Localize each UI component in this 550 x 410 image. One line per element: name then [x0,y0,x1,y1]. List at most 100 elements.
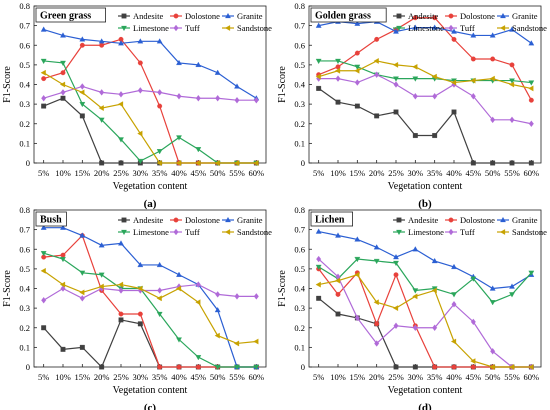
data-point-tuff [79,295,85,302]
legend-label: Sandstone [512,227,547,237]
y-tick-label: 0.1 [294,138,305,148]
series-line-sandstone [318,274,532,368]
data-point-sandstone [156,160,162,166]
data-point-granite [98,38,105,44]
data-point-dolostone [79,42,85,48]
y-tick-label: 0.4 [19,284,30,294]
y-tick-label: 0.4 [294,80,305,90]
data-point-andesite [393,109,399,115]
data-point-sandstone [40,267,46,274]
data-point-sandstone [40,69,46,76]
data-point-limestone [60,60,66,66]
legend-marker [224,25,231,31]
legend-label: Tuff [460,227,475,237]
x-tick-label: 10% [55,372,71,382]
x-tick-label: 20% [94,168,110,178]
x-tick-label: 30% [408,372,424,382]
data-point-granite [137,38,144,44]
x-tick-label: 30% [408,168,424,178]
legend-label: Andesite [408,11,438,21]
data-point-limestone [40,58,47,65]
legend-label: Granite [512,215,538,225]
legend-marker [396,229,402,236]
data-point-dolostone [451,364,457,370]
x-tick-label: 50% [210,168,226,178]
panel-tag: Lichen [315,215,345,226]
data-point-granite [489,285,496,291]
data-point-dolostone [335,291,341,297]
data-point-sandstone [253,160,259,166]
data-point-limestone [393,76,399,82]
data-point-dolostone [137,311,143,317]
data-point-limestone [195,147,202,153]
data-point-sandstone [117,281,124,288]
y-tick-label: 0 [301,362,305,372]
data-point-sandstone [59,281,66,288]
data-point-granite [509,283,515,289]
data-point-sandstone [431,287,437,294]
data-point-granite [156,261,163,268]
x-tick-label: 25% [388,168,404,178]
y-tick-label: 0.2 [294,119,305,129]
data-point-dolostone [528,97,534,103]
data-point-andesite [470,160,476,166]
x-tick-label: 10% [55,168,71,178]
y-tick-label: 0 [26,362,30,372]
data-point-dolostone [490,56,496,62]
legend-marker [121,217,127,223]
data-point-andesite [316,295,322,301]
x-tick-label: 40% [171,168,187,178]
series-line-granite [43,28,257,99]
y-tick-label: 0 [301,158,305,168]
y-tick-label: 0.5 [19,264,30,274]
data-point-granite [195,61,202,67]
data-point-sandstone [508,81,515,88]
x-tick-label: 25% [113,168,129,178]
legend-marker [173,228,179,236]
legend-marker [500,216,506,223]
data-point-tuff [335,75,341,82]
series-line-tuff [43,85,257,101]
y-tick-label: 0.1 [19,138,30,148]
data-point-granite [176,59,182,66]
data-point-granite [431,257,438,264]
data-point-sandstone [98,283,104,290]
data-point-sandstone [470,358,476,365]
data-point-sandstone [59,81,66,88]
data-point-dolostone [412,15,418,21]
data-point-limestone [156,311,163,318]
chart-panel-0: 0 0.1 0.2 0.3 0.4 0.5 0.6 0.7 0.8 5% 10% 15% 20% 25% 3… [2,1,272,210]
series-line-tuff [318,258,532,368]
data-point-granite [412,246,419,252]
x-tick-label: 35% [152,168,168,178]
data-point-granite [98,242,105,248]
data-point-tuff [528,120,534,127]
data-point-limestone [79,102,86,108]
data-point-limestone [528,270,535,276]
data-point-granite [528,40,535,46]
x-tick-label: 50% [485,372,501,382]
x-tick-label: 15% [75,372,91,382]
data-point-granite [431,24,438,30]
legend-label: Limestone [133,227,169,237]
data-point-limestone [98,272,105,278]
data-point-tuff [118,91,124,98]
legend-item: Sandstone [222,23,272,33]
series-line-sandstone [43,72,257,164]
data-point-andesite [60,95,66,101]
y-tick-label: 0 [26,158,30,168]
x-tick-label: 20% [369,168,385,178]
panel-label: (a) [144,198,157,210]
data-point-dolostone [509,62,515,68]
legend-marker [499,25,506,31]
data-point-granite [315,22,322,28]
data-point-tuff [354,314,360,322]
x-axis-label: Vegetation content [388,385,463,396]
x-tick-label: 5% [38,168,49,178]
legend-item: Limestone [118,227,169,237]
y-tick-label: 0.8 [19,205,30,215]
legend-item: Andesite [393,215,438,225]
data-point-limestone [195,355,202,361]
y-tick-label: 0.3 [19,303,30,313]
